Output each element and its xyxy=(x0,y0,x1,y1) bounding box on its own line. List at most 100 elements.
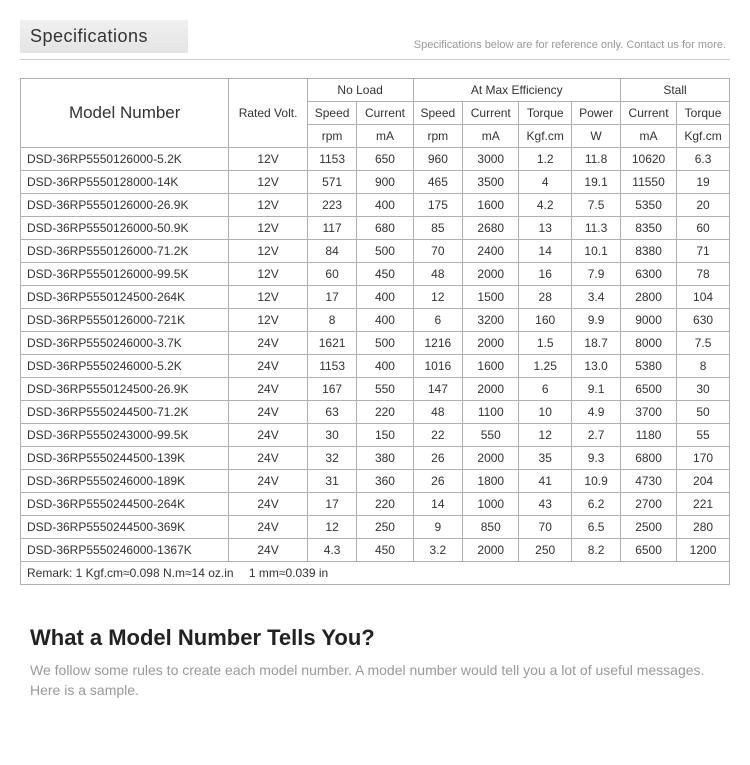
cell-model: DSD-36RP5550244500-139K xyxy=(21,447,229,470)
cell-me_torque: 10 xyxy=(519,401,572,424)
table-row: DSD-36RP5550244500-139K24V32380262000359… xyxy=(21,447,730,470)
cell-model: DSD-36RP5550126000-71.2K xyxy=(21,240,229,263)
cell-me_torque: 160 xyxy=(519,309,572,332)
cell-volt: 12V xyxy=(229,171,307,194)
cell-nl_speed: 60 xyxy=(307,263,357,286)
cell-nl_speed: 1153 xyxy=(307,355,357,378)
cell-nl_curr: 150 xyxy=(357,424,413,447)
col-group-maxeff: At Max Efficiency xyxy=(413,79,621,102)
table-row: DSD-36RP5550126000-5.2K12V11536509603000… xyxy=(21,148,730,171)
cell-me_power: 8.2 xyxy=(572,539,621,562)
cell-volt: 24V xyxy=(229,470,307,493)
cell-nl_curr: 400 xyxy=(357,355,413,378)
table-row: DSD-36RP5550246000-1367K24V4.34503.22000… xyxy=(21,539,730,562)
cell-me_curr: 2400 xyxy=(463,240,519,263)
cell-st_curr: 2700 xyxy=(621,493,677,516)
cell-model: DSD-36RP5550124500-264K xyxy=(21,286,229,309)
cell-st_torque: 204 xyxy=(677,470,730,493)
cell-nl_curr: 400 xyxy=(357,286,413,309)
cell-st_curr: 5380 xyxy=(621,355,677,378)
cell-volt: 24V xyxy=(229,539,307,562)
cell-me_curr: 1800 xyxy=(463,470,519,493)
cell-me_speed: 960 xyxy=(413,148,463,171)
table-row: DSD-36RP5550246000-3.7K24V16215001216200… xyxy=(21,332,730,355)
cell-st_curr: 2500 xyxy=(621,516,677,539)
col-group-stall: Stall xyxy=(621,79,730,102)
cell-nl_speed: 167 xyxy=(307,378,357,401)
cell-st_torque: 280 xyxy=(677,516,730,539)
cell-nl_curr: 900 xyxy=(357,171,413,194)
cell-st_torque: 221 xyxy=(677,493,730,516)
cell-model: DSD-36RP5550244500-71.2K xyxy=(21,401,229,424)
cell-model: DSD-36RP5550126000-26.9K xyxy=(21,194,229,217)
cell-nl_curr: 250 xyxy=(357,516,413,539)
cell-nl_curr: 220 xyxy=(357,493,413,516)
cell-me_torque: 1.25 xyxy=(519,355,572,378)
cell-me_torque: 1.2 xyxy=(519,148,572,171)
cell-st_curr: 8350 xyxy=(621,217,677,240)
cell-nl_curr: 500 xyxy=(357,240,413,263)
cell-st_curr: 6500 xyxy=(621,539,677,562)
cell-nl_curr: 360 xyxy=(357,470,413,493)
unit-kgfcm: Kgf.cm xyxy=(519,125,572,148)
table-row: DSD-36RP5550126000-99.5K12V6045048200016… xyxy=(21,263,730,286)
cell-nl_speed: 1621 xyxy=(307,332,357,355)
col-me-torque: Torque xyxy=(519,102,572,125)
cell-me_speed: 14 xyxy=(413,493,463,516)
cell-model: DSD-36RP5550244500-369K xyxy=(21,516,229,539)
cell-volt: 24V xyxy=(229,378,307,401)
cell-me_speed: 48 xyxy=(413,401,463,424)
cell-nl_curr: 650 xyxy=(357,148,413,171)
cell-nl_curr: 680 xyxy=(357,217,413,240)
cell-model: DSD-36RP5550126000-50.9K xyxy=(21,217,229,240)
cell-nl_curr: 220 xyxy=(357,401,413,424)
cell-me_curr: 2680 xyxy=(463,217,519,240)
cell-st_curr: 5350 xyxy=(621,194,677,217)
cell-volt: 24V xyxy=(229,332,307,355)
cell-me_power: 11.8 xyxy=(572,148,621,171)
table-row: DSD-36RP5550126000-71.2K12V8450070240014… xyxy=(21,240,730,263)
cell-me_curr: 1000 xyxy=(463,493,519,516)
cell-me_speed: 1216 xyxy=(413,332,463,355)
cell-me_curr: 850 xyxy=(463,516,519,539)
cell-volt: 24V xyxy=(229,516,307,539)
cell-me_speed: 26 xyxy=(413,447,463,470)
cell-me_speed: 12 xyxy=(413,286,463,309)
cell-me_torque: 12 xyxy=(519,424,572,447)
cell-model: DSD-36RP5550246000-189K xyxy=(21,470,229,493)
cell-st_curr: 6300 xyxy=(621,263,677,286)
cell-model: DSD-36RP5550246000-3.7K xyxy=(21,332,229,355)
table-remark: Remark: 1 Kgf.cm≈0.098 N.m≈14 oz.in 1 mm… xyxy=(21,562,730,585)
cell-st_torque: 30 xyxy=(677,378,730,401)
cell-nl_speed: 4.3 xyxy=(307,539,357,562)
cell-st_torque: 19 xyxy=(677,171,730,194)
cell-st_curr: 11550 xyxy=(621,171,677,194)
cell-st_torque: 7.5 xyxy=(677,332,730,355)
section-intro: We follow some rules to create each mode… xyxy=(20,661,730,700)
cell-nl_curr: 550 xyxy=(357,378,413,401)
cell-me_curr: 1600 xyxy=(463,194,519,217)
cell-me_power: 7.5 xyxy=(572,194,621,217)
unit-kgfcm: Kgf.cm xyxy=(677,125,730,148)
cell-st_torque: 60 xyxy=(677,217,730,240)
cell-st_torque: 50 xyxy=(677,401,730,424)
cell-nl_curr: 500 xyxy=(357,332,413,355)
cell-me_curr: 2000 xyxy=(463,539,519,562)
cell-me_curr: 3500 xyxy=(463,171,519,194)
cell-me_torque: 16 xyxy=(519,263,572,286)
cell-volt: 24V xyxy=(229,401,307,424)
cell-st_curr: 6500 xyxy=(621,378,677,401)
cell-me_curr: 1500 xyxy=(463,286,519,309)
cell-me_curr: 2000 xyxy=(463,263,519,286)
col-me-current: Current xyxy=(463,102,519,125)
cell-me_torque: 35 xyxy=(519,447,572,470)
cell-me_speed: 3.2 xyxy=(413,539,463,562)
cell-me_power: 9.1 xyxy=(572,378,621,401)
cell-me_torque: 6 xyxy=(519,378,572,401)
cell-me_speed: 26 xyxy=(413,470,463,493)
cell-nl_speed: 117 xyxy=(307,217,357,240)
cell-me_power: 9.9 xyxy=(572,309,621,332)
cell-st_torque: 8 xyxy=(677,355,730,378)
cell-me_speed: 6 xyxy=(413,309,463,332)
cell-model: DSD-36RP5550128000-14K xyxy=(21,171,229,194)
